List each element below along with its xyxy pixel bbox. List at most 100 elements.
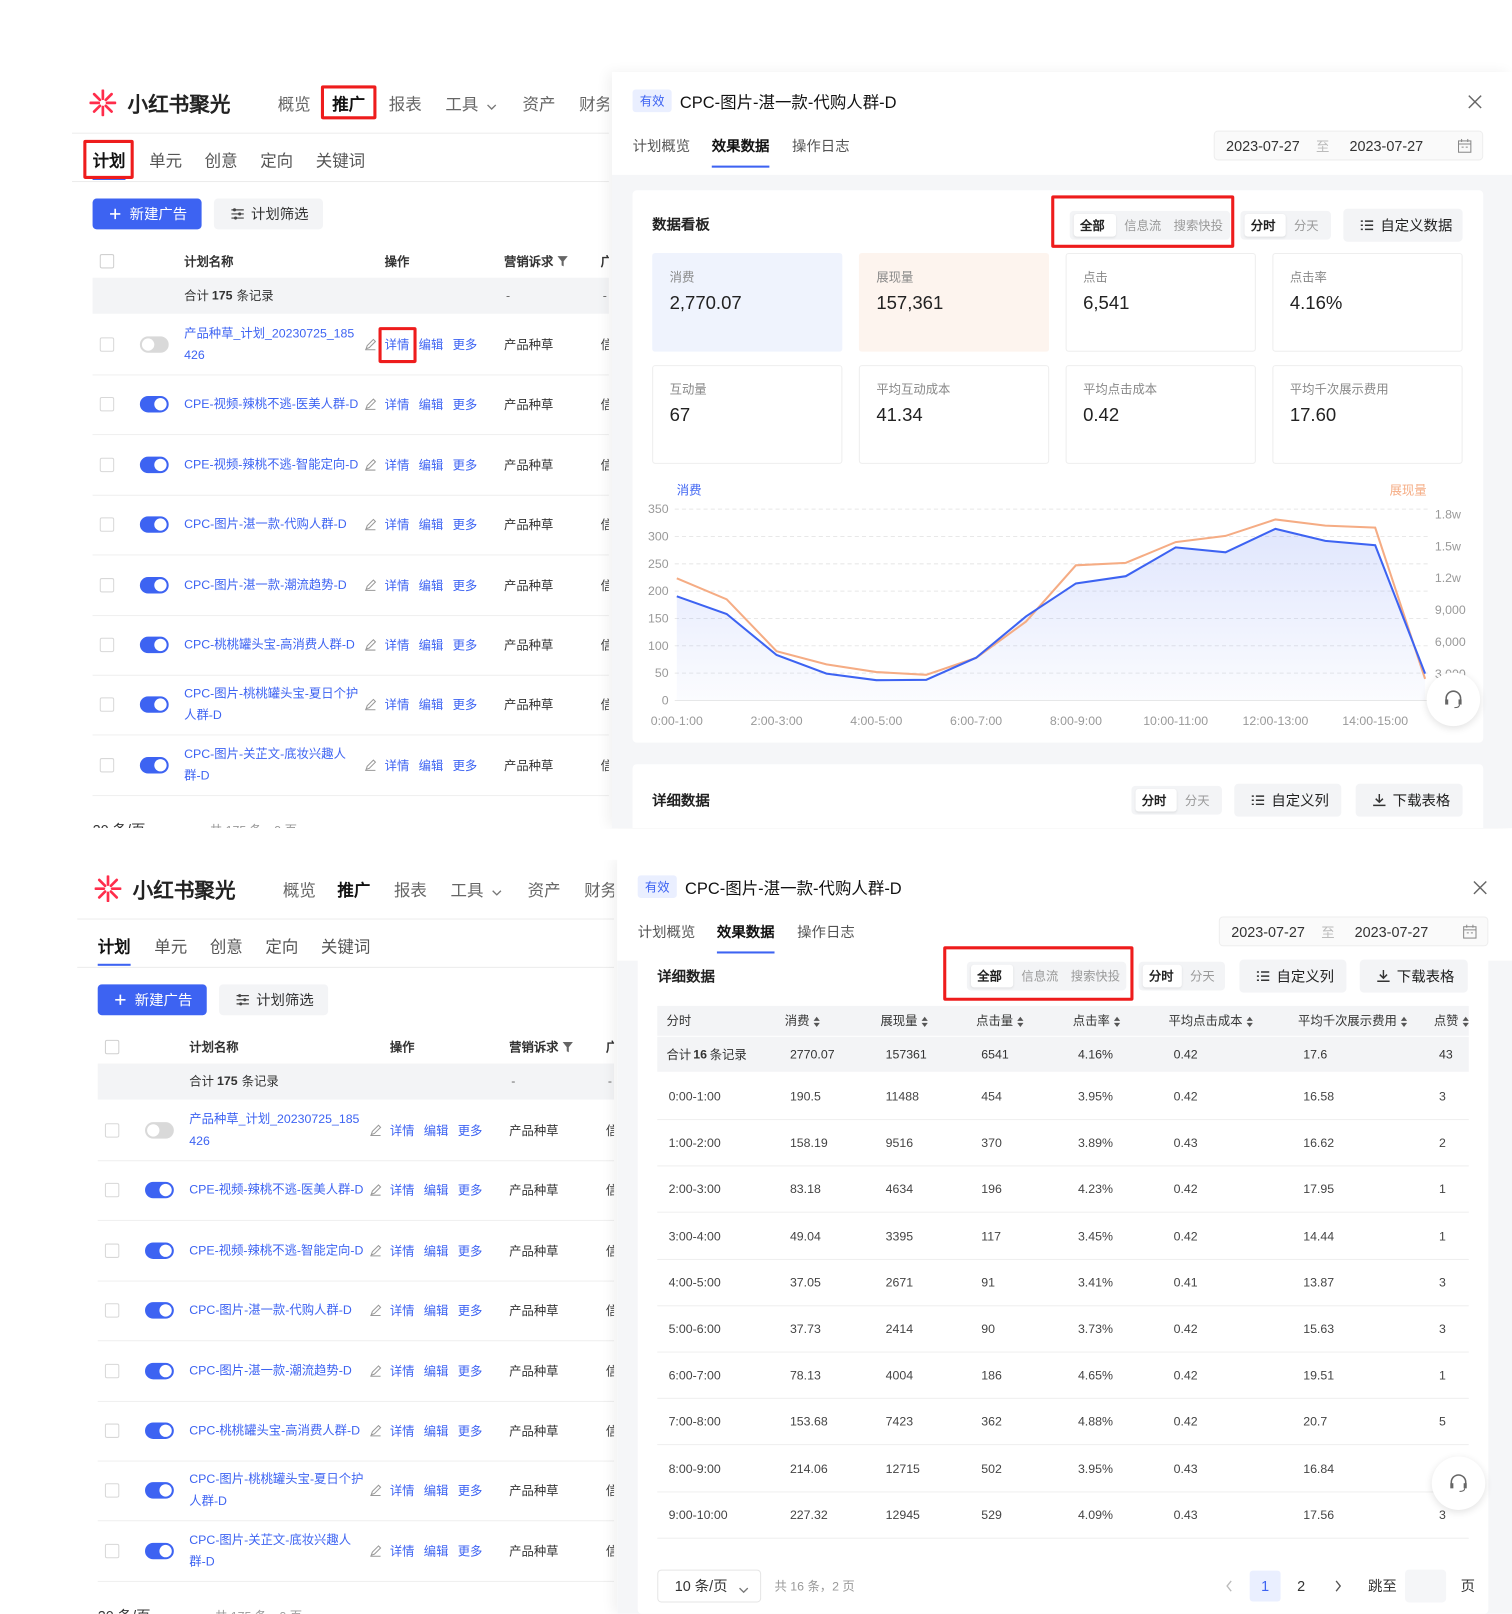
plan-name[interactable]: CPE-视频-辣桃不逃-智能定向-D [189, 1242, 364, 1258]
row-action[interactable]: 更多 [457, 1123, 483, 1139]
checkbox[interactable] [99, 397, 115, 412]
sort-icon[interactable] [1113, 1016, 1121, 1027]
row-action[interactable]: 详情 [384, 578, 410, 593]
segment-option[interactable]: 全部 [1079, 218, 1105, 233]
status-toggle[interactable] [139, 636, 169, 654]
filter-button[interactable]: 计划筛选 [213, 198, 323, 230]
row-action[interactable]: 详情 [389, 1363, 415, 1379]
tab[interactable]: 定向 [265, 939, 299, 957]
plan-name[interactable]: CPC-图片-湛一款-代购人群-D [189, 1302, 352, 1318]
support-button[interactable] [1426, 672, 1481, 727]
row-action[interactable]: 更多 [452, 337, 478, 353]
support-button[interactable] [1431, 1456, 1486, 1510]
plan-name[interactable]: CPC-桃桃罐头宝-高消费人群-D [184, 637, 355, 652]
filter-button[interactable]: 计划筛选 [219, 984, 329, 1016]
status-toggle[interactable] [145, 1302, 174, 1319]
tab[interactable]: 计划 [97, 939, 131, 957]
tab[interactable]: 定向 [260, 153, 294, 171]
plan-name[interactable]: 产品种草_计划_20230725_185426 [184, 326, 355, 363]
row-action[interactable]: 编辑 [418, 578, 444, 593]
drawer-tab[interactable]: 效果数据 [716, 923, 775, 941]
drawer-tab[interactable]: 计划概览 [637, 923, 696, 941]
sort-icon[interactable] [1246, 1016, 1254, 1027]
row-action[interactable]: 编辑 [423, 1183, 449, 1199]
row-action[interactable]: 详情 [384, 458, 410, 473]
row-action[interactable]: 编辑 [423, 1243, 449, 1259]
status-toggle[interactable] [145, 1482, 174, 1500]
tab[interactable]: 计划 [92, 153, 126, 171]
date-range-picker[interactable]: 2023-07-27 至 2023-07-27 [1218, 916, 1489, 947]
row-action[interactable]: 更多 [452, 458, 478, 473]
segment-option[interactable]: 信息流 [1124, 218, 1162, 233]
plan-name[interactable]: 产品种草_计划_20230725_185426 [189, 1111, 360, 1148]
row-action[interactable]: 更多 [457, 1183, 483, 1199]
status-toggle[interactable] [139, 456, 169, 473]
segment-option[interactable]: 分天 [1184, 793, 1210, 808]
row-action[interactable]: 编辑 [423, 1303, 449, 1319]
row-action[interactable]: 更多 [457, 1243, 483, 1259]
segment-option[interactable]: 分天 [1293, 218, 1319, 233]
status-toggle[interactable] [139, 756, 169, 774]
plan-name[interactable]: CPC-图片-桃桃罐头宝-夏日个护人群-D [189, 1472, 364, 1509]
row-action[interactable]: 更多 [457, 1424, 483, 1439]
checkbox[interactable] [104, 1543, 120, 1559]
date-range-picker[interactable]: 2023-07-27 至 2023-07-27 [1213, 130, 1484, 161]
status-toggle[interactable] [139, 396, 169, 413]
row-action[interactable]: 详情 [384, 337, 410, 353]
nav-item[interactable]: 财务 [579, 96, 609, 115]
row-action[interactable]: 详情 [384, 698, 410, 713]
row-action[interactable]: 更多 [452, 397, 478, 413]
status-toggle[interactable] [145, 1242, 174, 1259]
page-number[interactable]: 2 [1297, 1577, 1306, 1595]
segment-option[interactable]: 分天 [1190, 969, 1215, 984]
row-action[interactable]: 详情 [389, 1183, 415, 1199]
tab[interactable]: 关键词 [315, 153, 366, 171]
row-action[interactable]: 详情 [389, 1303, 415, 1319]
row-action[interactable]: 更多 [452, 698, 478, 713]
custom-data-button[interactable]: 自定义数据 [1343, 208, 1463, 242]
page-size-select[interactable]: 10 条/页 [657, 1569, 762, 1603]
page-number[interactable]: 1 [1261, 1577, 1270, 1595]
row-action[interactable]: 详情 [389, 1424, 415, 1439]
row-action[interactable]: 详情 [389, 1544, 415, 1559]
checkbox[interactable] [104, 1183, 120, 1198]
segment-option[interactable]: 分时 [1148, 969, 1174, 984]
checkbox[interactable] [104, 1243, 120, 1258]
plan-name[interactable]: CPC-桃桃罐头宝-高消费人群-D [189, 1423, 360, 1438]
download-button[interactable]: 下载表格 [1359, 959, 1468, 993]
plan-name[interactable]: CPC-图片-湛一款-潮流趋势-D [184, 577, 347, 592]
custom-columns-button[interactable]: 自定义列 [1239, 959, 1347, 993]
nav-item[interactable]: 推广 [337, 882, 371, 900]
row-action[interactable]: 编辑 [418, 458, 444, 473]
row-action[interactable]: 更多 [457, 1303, 483, 1319]
drawer-tab[interactable]: 操作日志 [791, 137, 850, 155]
plan-name[interactable]: CPC-图片-关芷文-底妆兴趣人群-D [184, 746, 346, 783]
row-action[interactable]: 更多 [457, 1363, 483, 1379]
row-action[interactable]: 更多 [457, 1544, 483, 1559]
tab[interactable]: 单元 [149, 153, 183, 171]
jump-input[interactable] [1405, 1569, 1447, 1603]
sort-icon[interactable] [1017, 1016, 1024, 1027]
nav-item[interactable]: 资产 [527, 882, 561, 900]
status-toggle[interactable] [145, 1542, 174, 1560]
status-toggle[interactable] [145, 1422, 174, 1439]
row-action[interactable]: 更多 [452, 518, 478, 533]
row-action[interactable]: 编辑 [418, 518, 444, 533]
row-action[interactable]: 详情 [384, 638, 410, 653]
tab[interactable]: 关键词 [320, 939, 371, 957]
download-button[interactable]: 下载表格 [1355, 783, 1463, 817]
status-toggle[interactable] [145, 1122, 174, 1139]
nav-item[interactable]: 资产 [522, 96, 556, 115]
new-ad-button[interactable]: 新建广告 [92, 198, 202, 230]
drawer-tab[interactable]: 操作日志 [797, 923, 855, 941]
nav-item[interactable]: 概览 [282, 882, 316, 900]
segment-option[interactable]: 分时 [1250, 218, 1276, 233]
plan-name[interactable]: CPC-图片-桃桃罐头宝-夏日个护人群-D [184, 686, 359, 723]
row-action[interactable]: 编辑 [423, 1123, 449, 1139]
nav-item[interactable]: 工具 [450, 882, 484, 900]
row-action[interactable]: 详情 [389, 1484, 415, 1499]
nav-item[interactable]: 概览 [277, 96, 311, 115]
new-ad-button[interactable]: 新建广告 [97, 984, 207, 1016]
checkbox[interactable] [99, 697, 115, 713]
segment-option[interactable]: 全部 [977, 969, 1002, 984]
